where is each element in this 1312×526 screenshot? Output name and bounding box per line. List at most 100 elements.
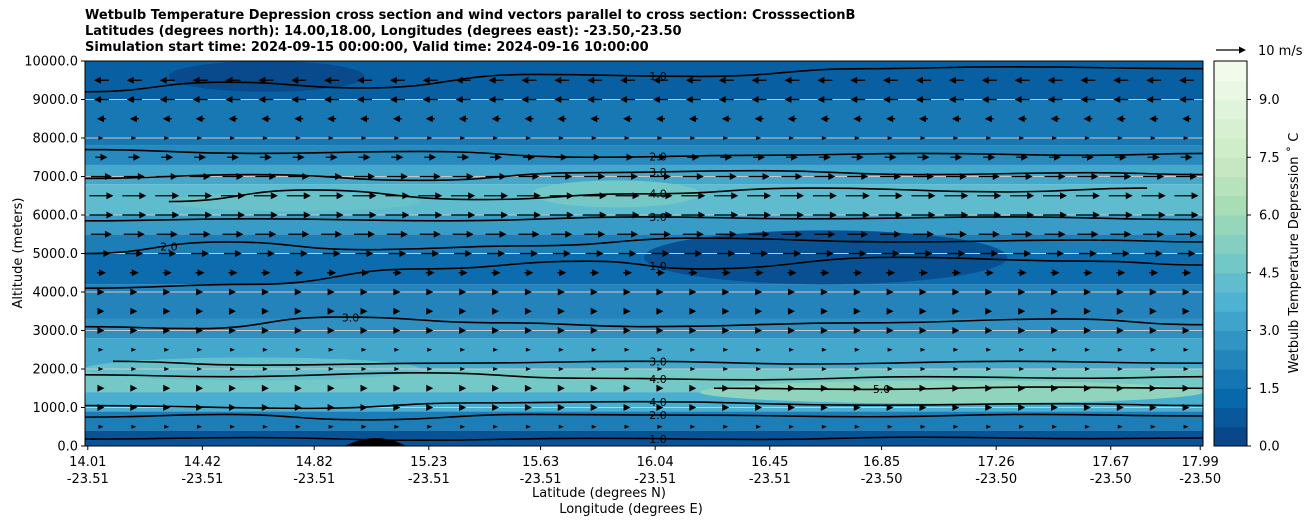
wind-vector	[652, 96, 668, 103]
wind-vector	[649, 173, 671, 180]
wind-vector	[1116, 307, 1124, 315]
wind-vector	[549, 211, 574, 219]
y-tick-label: 3000.0	[33, 324, 79, 339]
wind-vector	[620, 76, 636, 84]
colorbar-segment	[1214, 234, 1247, 254]
wind-vector	[220, 192, 245, 200]
wind-vector	[324, 76, 340, 84]
wind-vector	[457, 153, 470, 161]
wind-vector	[690, 347, 696, 352]
wind-vector	[163, 384, 171, 392]
wind-vector	[654, 153, 667, 161]
wind-vector	[1077, 173, 1099, 180]
wind-vector	[652, 76, 668, 84]
colorbar-tick-label: 6.0	[1259, 209, 1280, 224]
wind-vector	[917, 153, 930, 161]
wind-vector	[1047, 76, 1063, 84]
wind-vector	[722, 404, 730, 411]
wind-vector	[261, 327, 269, 334]
contour-line	[85, 237, 1203, 255]
wind-vector	[617, 173, 639, 180]
colorbar-segment	[1214, 407, 1247, 428]
y-tick-label: 7000.0	[33, 170, 79, 185]
wind-vector	[584, 173, 606, 180]
wind-vector	[129, 269, 139, 277]
wind-vector	[197, 347, 203, 352]
wind-vector	[657, 136, 663, 140]
x-tick-label-lat: 15.23	[410, 455, 447, 470]
wind-vector	[426, 307, 434, 315]
wind-vector	[197, 136, 203, 140]
contour-label: 3.0	[649, 166, 667, 179]
wind-vector	[195, 115, 205, 123]
wind-vector	[1116, 404, 1124, 411]
wind-vector	[1077, 230, 1099, 238]
wind-vector	[524, 307, 532, 315]
x-tick-label-lon: -23.51	[634, 472, 676, 487]
wind-vector	[985, 288, 993, 296]
wind-vector	[1084, 424, 1090, 429]
wind-vector	[418, 192, 443, 200]
wind-vector	[352, 192, 377, 200]
wind-vector	[558, 347, 564, 352]
wind-vector	[192, 96, 208, 103]
wind-vector	[985, 307, 993, 315]
wind-vector	[427, 347, 433, 352]
wind-vector	[1019, 367, 1025, 371]
wind-vector	[162, 115, 172, 123]
filled-band	[85, 318, 1203, 339]
wind-vector	[880, 173, 902, 180]
wind-vector	[1113, 96, 1129, 103]
wind-vector	[756, 424, 762, 429]
filled-band	[85, 215, 1203, 235]
wind-vector	[164, 136, 170, 140]
wind-vector	[850, 76, 866, 84]
wind-vector	[294, 269, 304, 277]
wind-vector	[681, 211, 706, 219]
wind-vector	[261, 269, 271, 277]
wind-vector	[722, 288, 730, 296]
wind-vector	[493, 367, 499, 371]
wind-vector	[126, 76, 142, 84]
colorbar-segment	[1214, 388, 1247, 408]
wind-vector	[459, 404, 467, 411]
wind-vector	[361, 367, 367, 371]
wind-vector	[787, 327, 795, 334]
wind-vector	[1182, 404, 1190, 411]
x-axis-label-longitude: Longitude (degrees E)	[559, 502, 703, 517]
wind-vector	[1044, 173, 1066, 180]
wind-vector	[488, 76, 504, 84]
wind-vector	[360, 269, 369, 277]
wind-vector	[947, 250, 966, 257]
wind-vector	[952, 327, 960, 334]
wind-vector	[853, 269, 863, 277]
wind-vector	[685, 96, 701, 103]
wind-vector	[393, 404, 401, 411]
wind-vector	[1083, 269, 1093, 277]
wind-vector	[452, 173, 474, 180]
wind-vector	[1084, 136, 1090, 140]
wind-vector	[948, 76, 964, 84]
colorbar-segment	[1214, 157, 1247, 177]
wind-vector	[723, 424, 729, 429]
wind-vector	[1081, 153, 1094, 161]
wind-vector	[1110, 173, 1132, 180]
wind-vector	[557, 307, 565, 315]
wind-vector	[258, 96, 274, 103]
wind-vector	[853, 288, 861, 296]
y-tick-label: 6000.0	[33, 209, 79, 224]
contour-label: 4.0	[649, 373, 667, 386]
contour-line	[168, 187, 1148, 203]
wind-vector	[1018, 307, 1026, 315]
wind-vector	[723, 367, 729, 371]
wind-vector	[158, 250, 177, 257]
wind-vector	[984, 115, 994, 123]
wind-vector	[688, 115, 698, 123]
wind-vector	[812, 211, 837, 219]
wind-vector	[196, 327, 204, 334]
wind-vector	[590, 115, 600, 123]
wind-vector	[521, 76, 537, 84]
wind-vector	[524, 404, 532, 411]
wind-vector	[196, 404, 204, 411]
wind-vector	[690, 367, 696, 371]
